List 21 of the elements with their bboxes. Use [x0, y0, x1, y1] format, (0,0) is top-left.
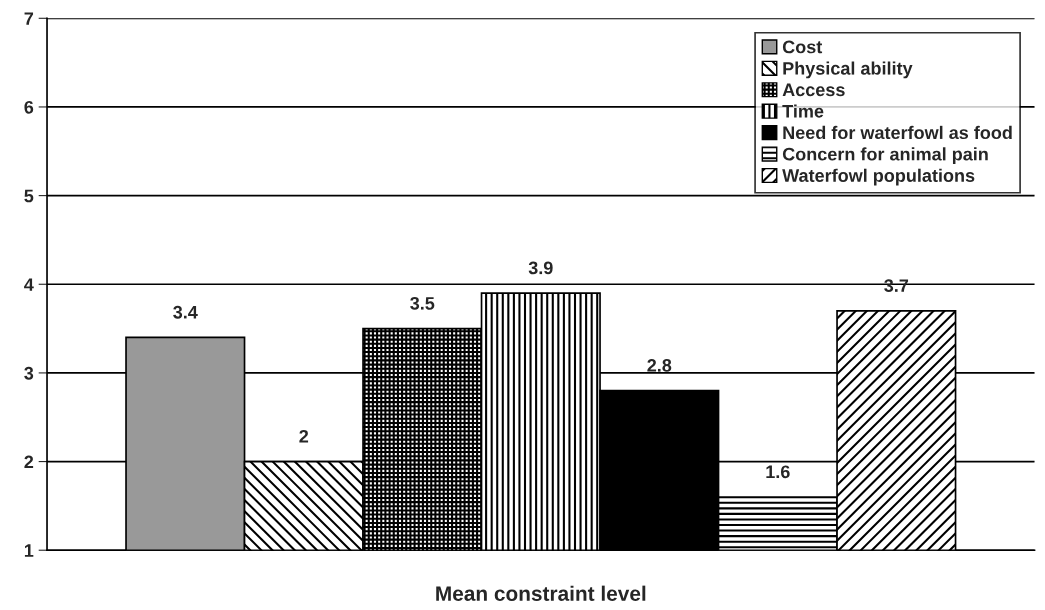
data-label: 3.9 — [528, 261, 553, 275]
data-label: 3.5 — [410, 296, 435, 310]
y-tick-label: 7 — [24, 12, 34, 25]
legend-label: Need for waterfowl as food — [783, 125, 1012, 140]
y-tick-label: 6 — [24, 100, 34, 114]
data-label: 3.4 — [173, 305, 198, 319]
data-label: 2 — [299, 429, 309, 443]
y-tick-label: 2 — [24, 455, 34, 469]
y-tick-label: 4 — [24, 278, 34, 291]
legend-label: Cost — [782, 40, 823, 54]
y-tick-label: 1 — [24, 544, 34, 557]
legend-label: Concern for animal pain — [782, 147, 988, 165]
legend-label: Access — [782, 83, 845, 97]
x-axis-title: Mean constraint level — [436, 585, 646, 601]
legend-label: Physical ability — [783, 61, 913, 79]
data-label: 1.6 — [766, 465, 790, 479]
data-label: 2.8 — [647, 359, 672, 372]
y-tick-label: 3 — [24, 366, 34, 380]
legend-label: Time — [782, 104, 824, 118]
y-tick-label: 5 — [24, 189, 34, 203]
legend-label: Waterfowl populations — [782, 168, 975, 186]
